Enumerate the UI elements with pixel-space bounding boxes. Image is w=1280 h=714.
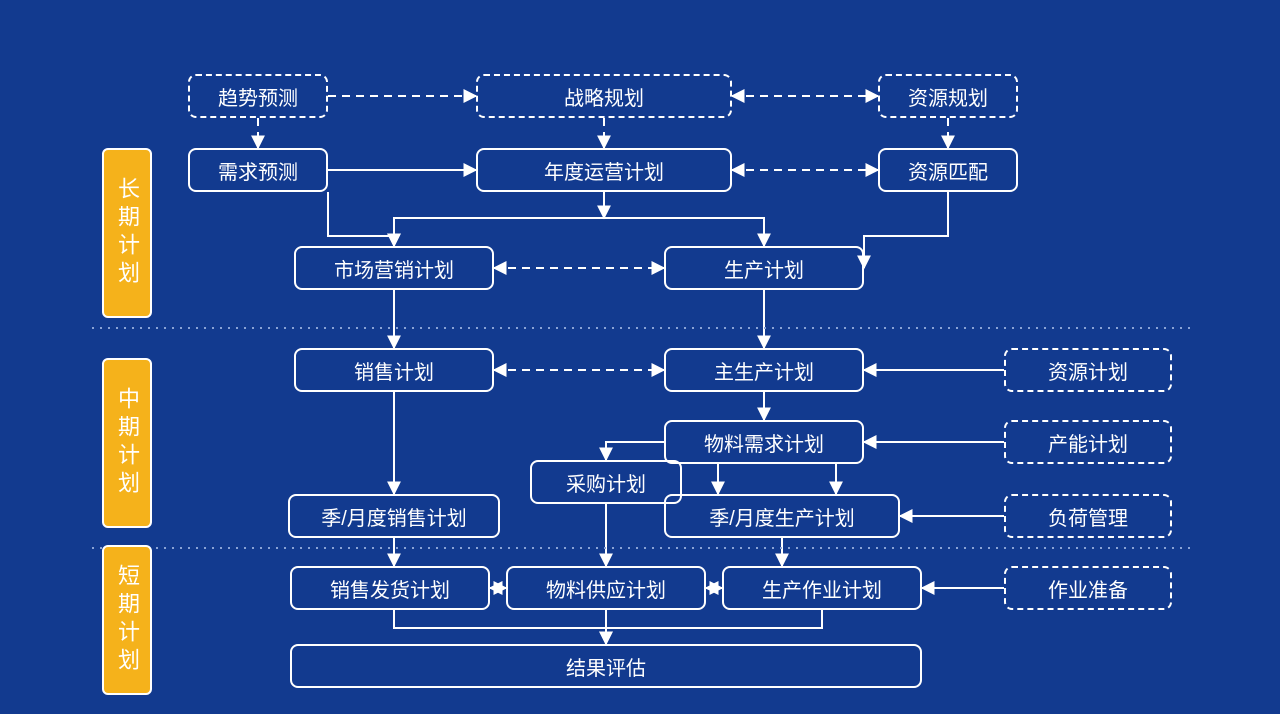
job-prep: 作业准备 xyxy=(1004,566,1172,610)
phase-short: 短期计划 xyxy=(102,545,152,695)
edge xyxy=(604,218,764,246)
capacity-plan: 产能计划 xyxy=(1004,420,1172,464)
resource-plan2: 资源计划 xyxy=(1004,348,1172,392)
qm-sales-plan: 季/月度销售计划 xyxy=(288,494,500,538)
load-mgmt: 负荷管理 xyxy=(1004,494,1172,538)
edge xyxy=(864,192,948,268)
prod-op-plan: 生产作业计划 xyxy=(722,566,922,610)
trend-forecast: 趋势预测 xyxy=(188,74,328,118)
edge xyxy=(606,610,822,628)
edge xyxy=(394,218,604,246)
qm-prod-plan: 季/月度生产计划 xyxy=(664,494,900,538)
edge xyxy=(328,192,394,246)
production-plan: 生产计划 xyxy=(664,246,864,290)
sales-plan: 销售计划 xyxy=(294,348,494,392)
sales-ship-plan: 销售发货计划 xyxy=(290,566,490,610)
phase-mid: 中期计划 xyxy=(102,358,152,528)
strategy-plan: 战略规划 xyxy=(476,74,732,118)
diagram-stage: 长期计划中期计划短期计划 趋势预测 战略规划 资源规划需求预测 年度运营计划 资源匹配市场… xyxy=(0,0,1280,714)
mrp: 物料需求计划 xyxy=(664,420,864,464)
phase-long: 长期计划 xyxy=(102,148,152,318)
result-eval: 结果评估 xyxy=(290,644,922,688)
annual-op-plan: 年度运营计划 xyxy=(476,148,732,192)
master-prod-plan: 主生产计划 xyxy=(664,348,864,392)
demand-forecast: 需求预测 xyxy=(188,148,328,192)
resource-match: 资源匹配 xyxy=(878,148,1018,192)
procurement-plan: 采购计划 xyxy=(530,460,682,504)
edge xyxy=(606,442,664,460)
edge xyxy=(394,610,606,644)
marketing-plan: 市场营销计划 xyxy=(294,246,494,290)
mat-supply-plan: 物料供应计划 xyxy=(506,566,706,610)
resource-plan: 资源规划 xyxy=(878,74,1018,118)
